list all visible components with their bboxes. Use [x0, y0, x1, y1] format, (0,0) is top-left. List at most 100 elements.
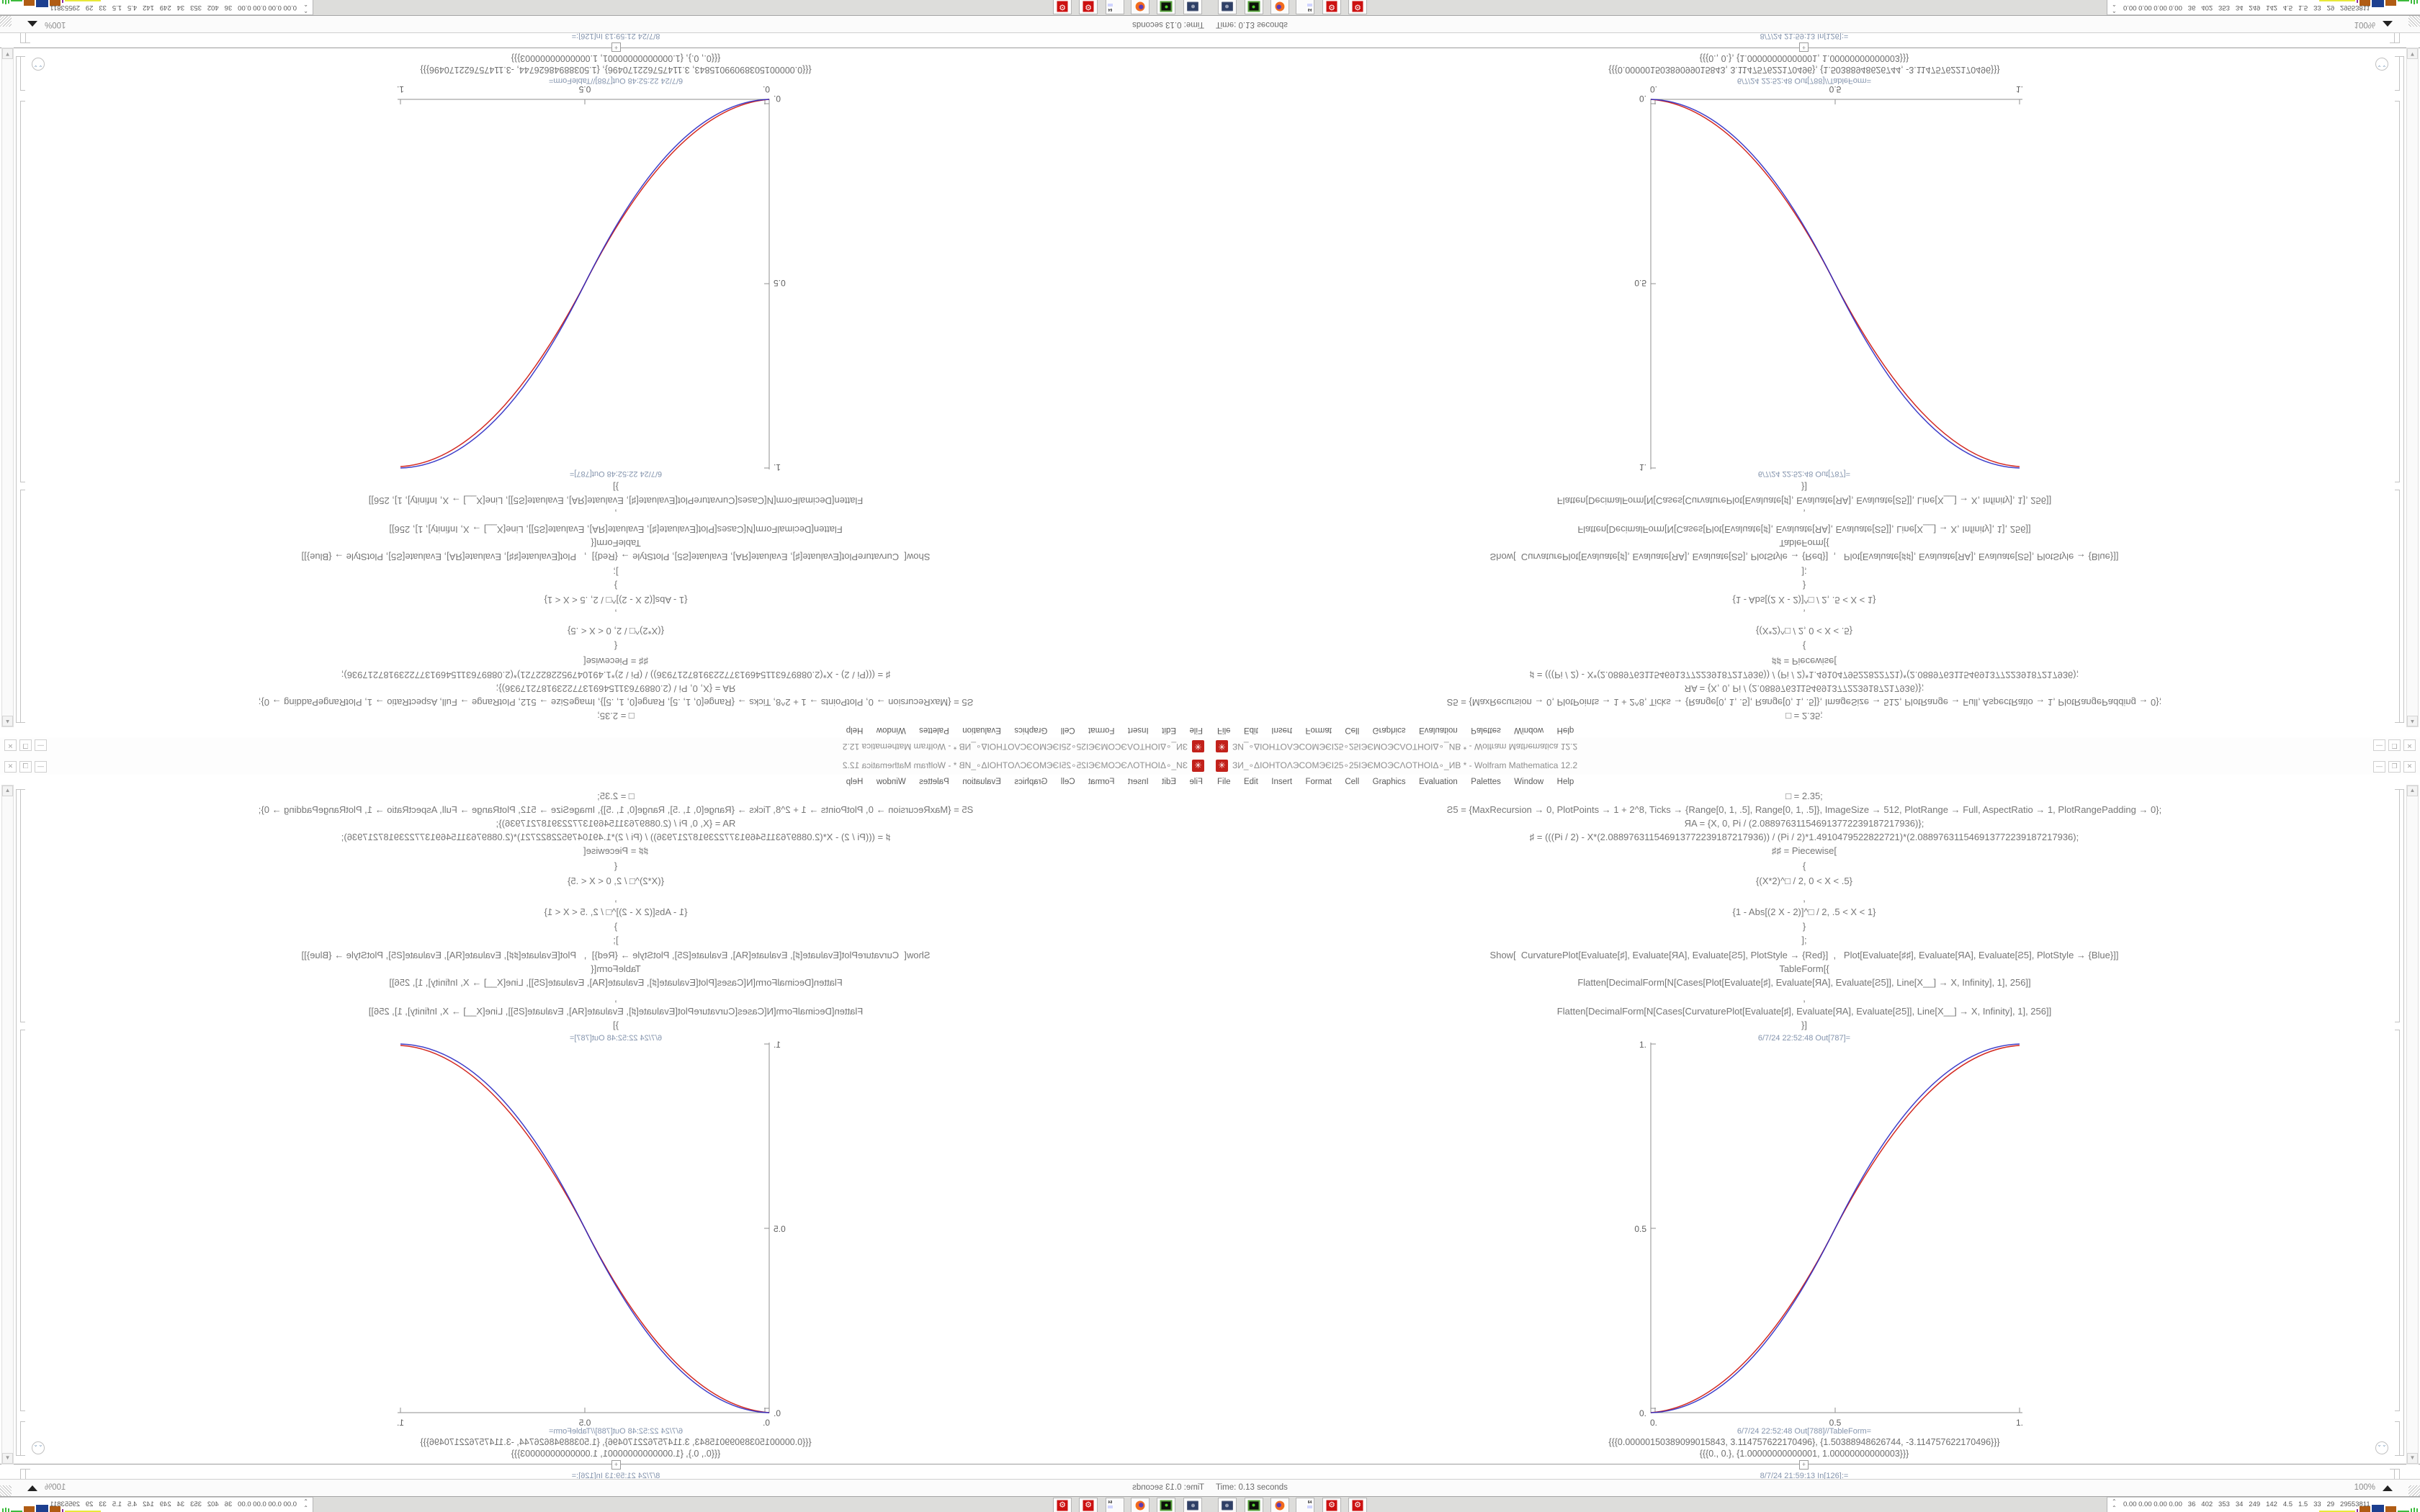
menu-palettes[interactable]: Palettes [919, 726, 949, 734]
scroll-down-icon[interactable]: ▼ [2, 1453, 13, 1464]
input-cell-bracket[interactable] [2395, 789, 2400, 1022]
add-cell-plus-icon[interactable]: + [1799, 42, 1809, 52]
minimize-button[interactable]: — [2373, 739, 2385, 751]
menu-palettes[interactable]: Palettes [1471, 726, 1501, 734]
menu-file[interactable]: File [1189, 778, 1203, 786]
plot-cell-bracket[interactable] [2395, 101, 2400, 482]
menu-format[interactable]: Format [1088, 726, 1115, 734]
firefox-icon[interactable] [1270, 0, 1289, 14]
table-cell-bracket[interactable] [20, 1421, 25, 1456]
vertical-scrollbar[interactable]: ▲ ▼ [1, 785, 14, 1464]
floppy-64-icon[interactable]: 64 [1296, 0, 1314, 14]
minimize-button[interactable]: — [35, 739, 47, 751]
zoom-level[interactable]: 100% [45, 20, 66, 29]
tray-expand-icon[interactable]: ⌃ ⌃ [2112, 1, 2117, 14]
mathematica-gear-icon[interactable]: ⚙ [1348, 0, 1367, 14]
zoom-level[interactable]: 100% [2354, 1483, 2375, 1492]
maximize-button[interactable]: ❐ [19, 739, 32, 751]
vertical-scrollbar[interactable]: ▲ ▼ [2406, 785, 2419, 1464]
tray-expand-icon[interactable]: ⌃ ⌃ [303, 1, 308, 14]
floppy-64-icon[interactable]: 64 [1106, 1498, 1124, 1512]
more-output-icon[interactable]: ⌄⌄ [32, 58, 45, 71]
tray-expand-icon[interactable]: ⌃ ⌃ [2112, 1498, 2117, 1511]
maximize-button[interactable]: ❐ [2388, 739, 2401, 751]
menu-edit[interactable]: Edit [1162, 778, 1177, 786]
scroll-up-icon[interactable]: ▲ [2, 716, 13, 726]
vertical-scrollbar[interactable]: ▲ ▼ [2406, 48, 2419, 727]
screen-recorder-icon[interactable] [1245, 0, 1263, 14]
zoom-level[interactable]: 100% [2354, 20, 2375, 29]
menu-edit[interactable]: Edit [1243, 726, 1258, 734]
add-cell-plus-icon[interactable]: + [1799, 1460, 1809, 1470]
zoom-triangle-icon[interactable] [2383, 21, 2393, 27]
display-settings-icon[interactable] [1218, 0, 1237, 14]
display-settings-icon[interactable] [1218, 1498, 1237, 1512]
menu-insert[interactable]: Insert [1271, 778, 1293, 786]
menu-cell[interactable]: Cell [1060, 778, 1075, 786]
next-cell-bracket[interactable] [2390, 1469, 2395, 1479]
window-titlebar[interactable]: ✳ ЗИ_∘ΔIOHTOΛЭCOMЭЄI25∘25IЭЄMOЭCΛOTHOIΔ∘… [1210, 737, 2420, 756]
more-output-icon[interactable]: ⌄⌄ [2375, 1441, 2388, 1454]
menu-help[interactable]: Help [846, 778, 864, 786]
plot-cell-bracket[interactable] [2395, 1030, 2400, 1411]
input-cell-bracket[interactable] [2395, 490, 2400, 723]
screen-recorder-icon[interactable] [1157, 0, 1175, 14]
menu-window[interactable]: Window [876, 778, 906, 786]
more-output-icon[interactable]: ⌄⌄ [32, 1441, 45, 1454]
screen-recorder-icon[interactable] [1157, 1498, 1175, 1512]
table-cell-bracket[interactable] [2395, 56, 2400, 91]
menu-graphics[interactable]: Graphics [1372, 726, 1406, 734]
menu-evaluation[interactable]: Evaluation [962, 726, 1001, 734]
resize-grip[interactable] [2408, 15, 2420, 27]
mathematica-gear-icon[interactable]: ⚙ [1079, 1498, 1098, 1512]
menu-graphics[interactable]: Graphics [1372, 778, 1406, 786]
scroll-down-icon[interactable]: ▼ [2407, 48, 2418, 59]
menu-format[interactable]: Format [1305, 726, 1332, 734]
scroll-up-icon[interactable]: ▲ [2407, 786, 2418, 796]
zoom-level[interactable]: 100% [45, 1483, 66, 1492]
menu-graphics[interactable]: Graphics [1014, 726, 1048, 734]
plot-cell-bracket[interactable] [20, 1030, 25, 1411]
resize-grip[interactable] [0, 1485, 12, 1497]
menu-edit[interactable]: Edit [1243, 778, 1258, 786]
input-cell-bracket[interactable] [20, 490, 25, 723]
close-button[interactable]: ✕ [2403, 739, 2416, 751]
resize-grip[interactable] [2408, 1485, 2420, 1497]
menu-format[interactable]: Format [1088, 778, 1115, 786]
close-button[interactable]: ✕ [4, 739, 17, 751]
zoom-triangle-icon[interactable] [27, 21, 37, 27]
more-output-icon[interactable]: ⌄⌄ [2375, 58, 2388, 71]
display-settings-icon[interactable] [1183, 0, 1202, 14]
close-button[interactable]: ✕ [4, 761, 17, 773]
display-settings-icon[interactable] [1183, 1498, 1202, 1512]
window-titlebar[interactable]: ✳ ЗИ_∘ΔIOHTOΛЭCOMЭЄI25∘25IЭЄMOЭCΛOTHOIΔ∘… [0, 756, 1210, 775]
plot-cell-bracket[interactable] [20, 101, 25, 482]
menu-insert[interactable]: Insert [1127, 778, 1149, 786]
tray-expand-icon[interactable]: ⌃ ⌃ [303, 1498, 308, 1511]
floppy-64-icon[interactable]: 64 [1296, 1498, 1314, 1512]
zoom-triangle-icon[interactable] [2383, 1485, 2393, 1491]
menu-file[interactable]: File [1217, 778, 1231, 786]
menu-evaluation[interactable]: Evaluation [1419, 726, 1458, 734]
firefox-icon[interactable] [1270, 1498, 1289, 1512]
floppy-64-icon[interactable]: 64 [1106, 0, 1124, 14]
cell-group-bracket[interactable] [2399, 56, 2404, 723]
menu-help[interactable]: Help [1556, 778, 1574, 786]
menu-window[interactable]: Window [1514, 726, 1544, 734]
table-cell-bracket[interactable] [2395, 1421, 2400, 1456]
next-cell-bracket[interactable] [2395, 1469, 2400, 1479]
menu-file[interactable]: File [1189, 726, 1203, 734]
maximize-button[interactable]: ❐ [19, 761, 32, 773]
menu-help[interactable]: Help [1556, 726, 1574, 734]
menu-evaluation[interactable]: Evaluation [962, 778, 1001, 786]
minimize-button[interactable]: — [35, 761, 47, 773]
menu-format[interactable]: Format [1305, 778, 1332, 786]
mathematica-gear-icon[interactable]: ⚙ [1348, 1498, 1367, 1512]
add-cell-plus-icon[interactable]: + [611, 1460, 621, 1470]
menu-file[interactable]: File [1217, 726, 1231, 734]
menu-cell[interactable]: Cell [1345, 778, 1360, 786]
close-button[interactable]: ✕ [2403, 761, 2416, 773]
menu-help[interactable]: Help [846, 726, 864, 734]
menu-graphics[interactable]: Graphics [1014, 778, 1048, 786]
mathematica-gear-icon[interactable]: ⚙ [1053, 1498, 1072, 1512]
